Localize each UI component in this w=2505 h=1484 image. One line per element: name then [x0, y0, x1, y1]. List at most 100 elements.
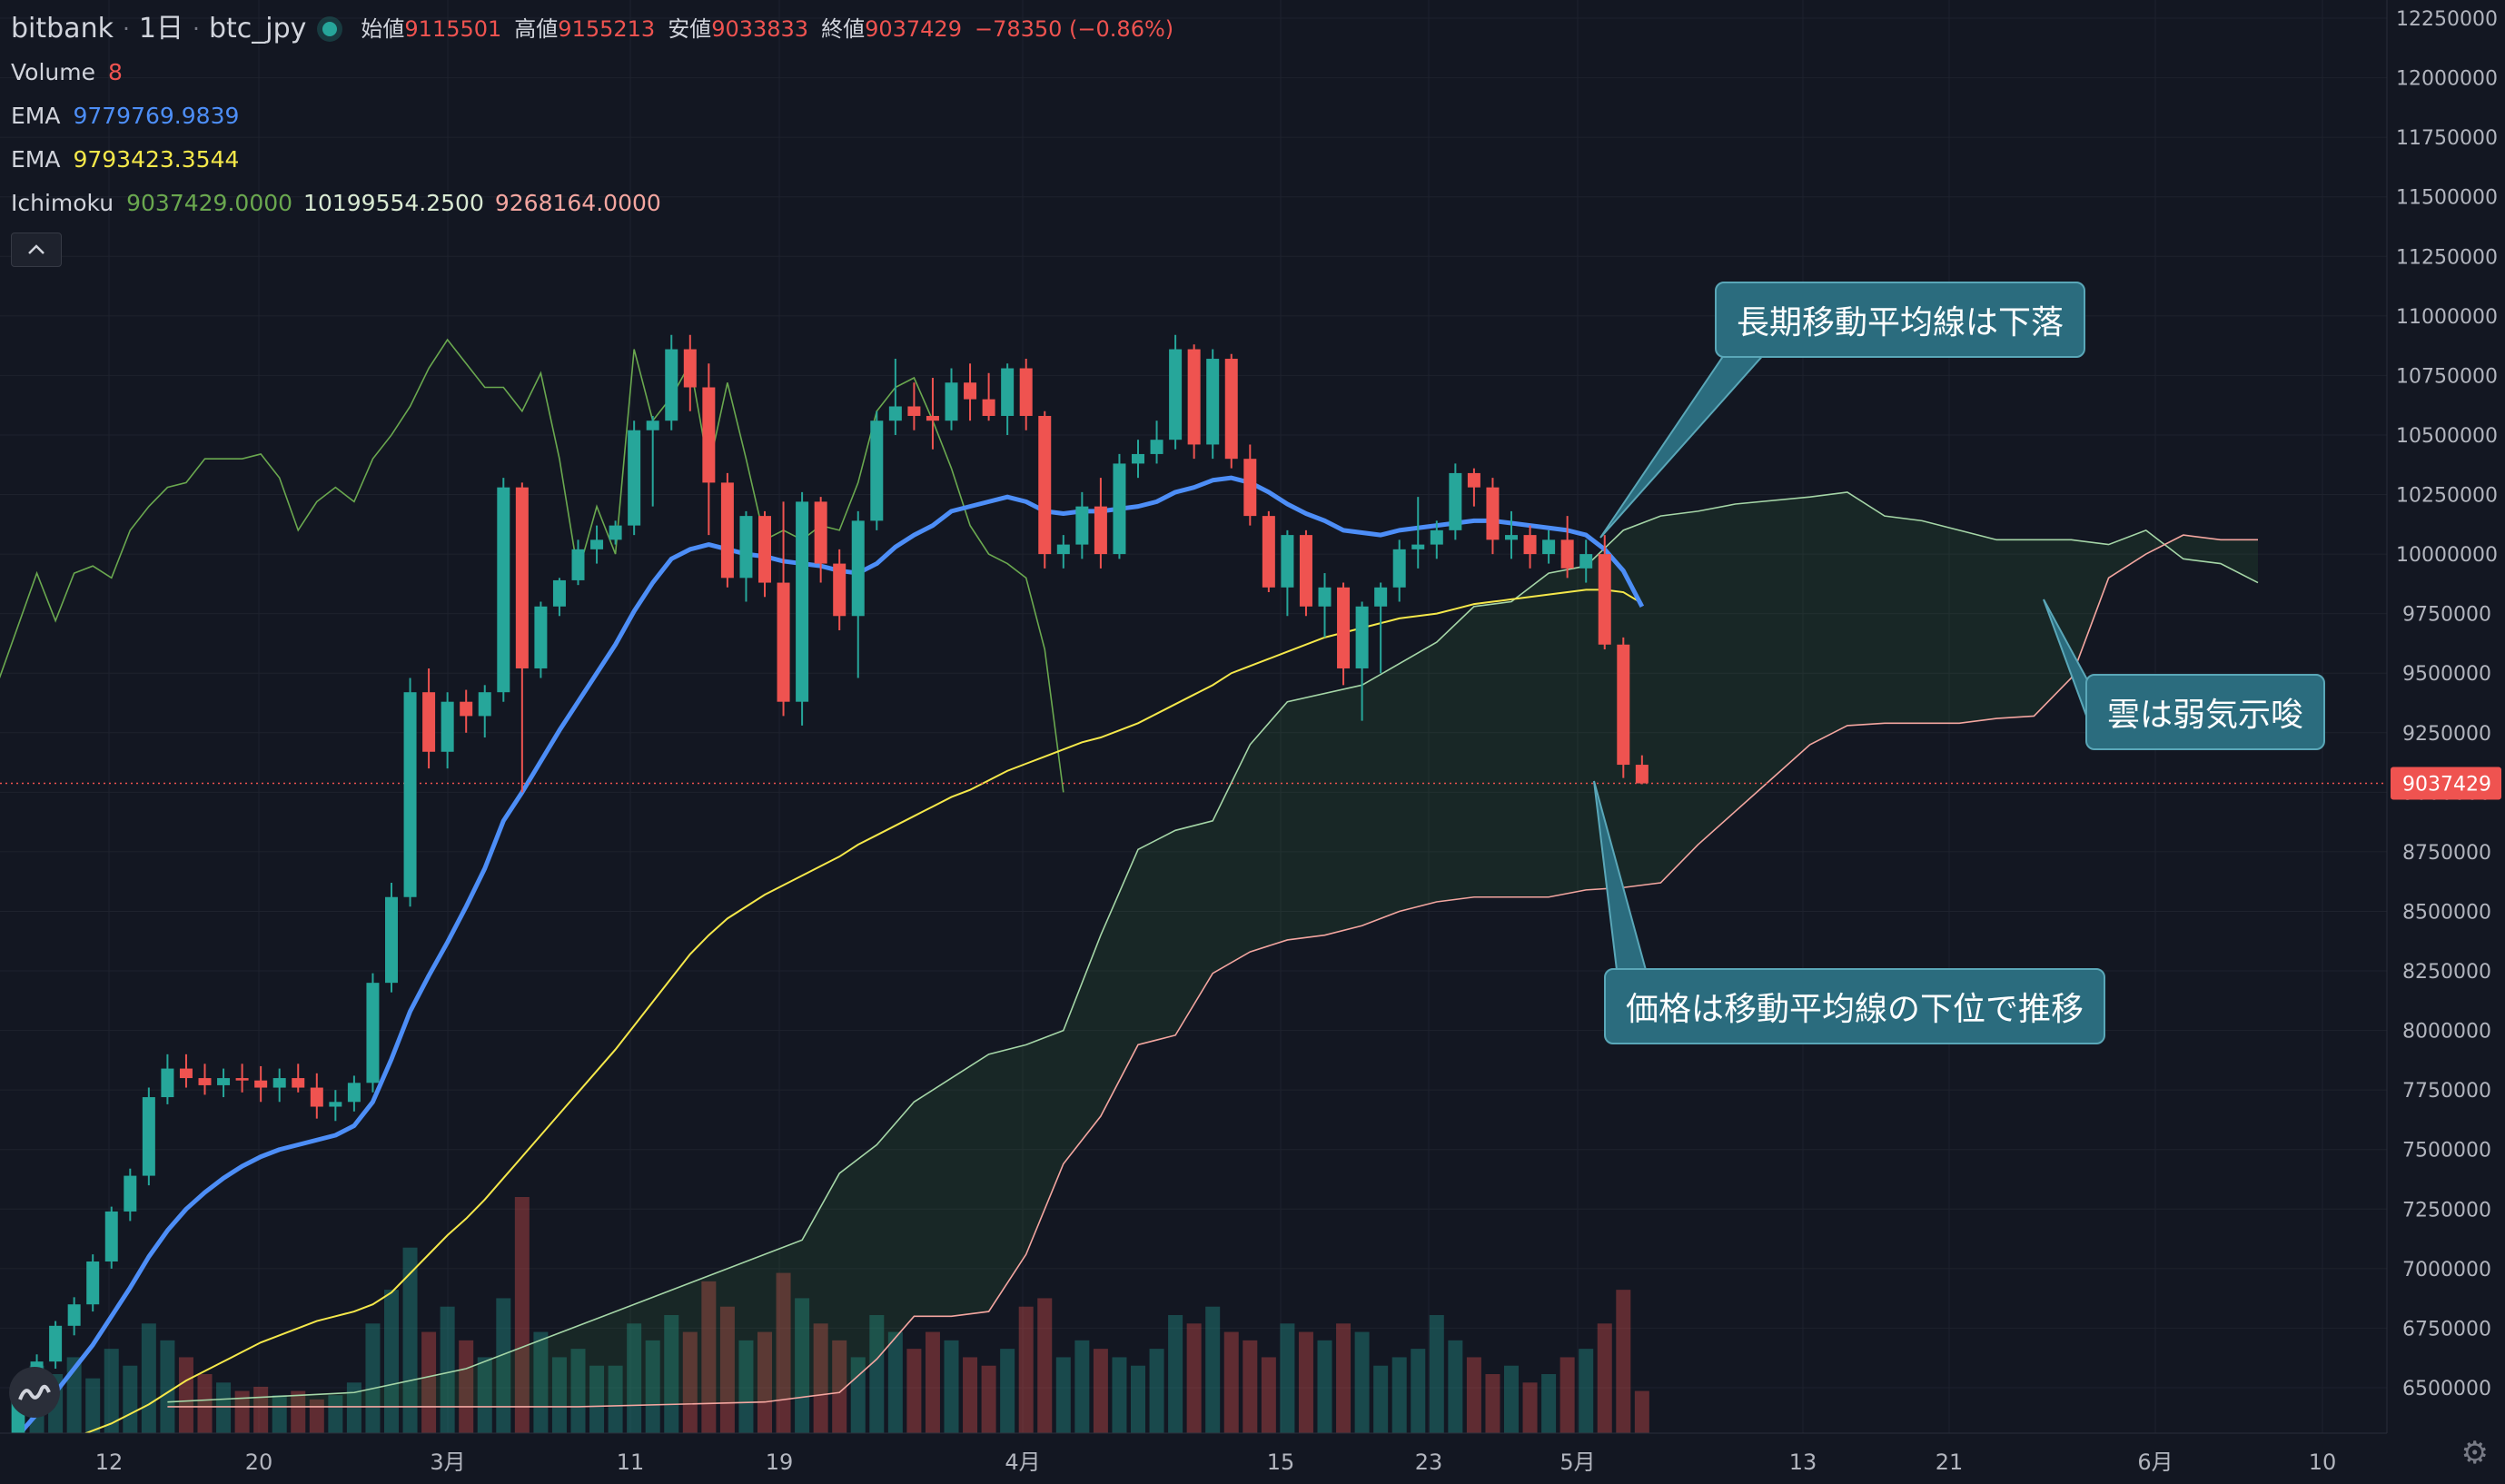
volume-bar [384, 1290, 399, 1433]
ema-fast-line [16, 475, 1645, 1438]
time-axis[interactable]: 12 20 3月 11 19 4月 15 23 5月 13 21 6月 10 [0, 1432, 2505, 1484]
chart-grid [0, 0, 2387, 1433]
separator-dot: · [122, 15, 130, 42]
volume-bar [719, 1306, 735, 1433]
ema-slow-legend[interactable]: EMA 9793423.3544 [11, 138, 1186, 182]
collapse-legend-button[interactable] [11, 232, 62, 267]
candle [1523, 535, 1537, 555]
candle [1224, 359, 1238, 460]
volume-legend[interactable]: Volume 8 [11, 51, 1186, 94]
candle [1635, 765, 1649, 784]
volume-bar [757, 1331, 772, 1433]
candle [67, 1304, 81, 1326]
candle [1374, 587, 1388, 607]
candle [1001, 368, 1015, 416]
volume-bar [608, 1365, 623, 1433]
volume-value: 8 [107, 59, 123, 85]
volume-bar [291, 1390, 306, 1433]
close-value: 9037429 [865, 16, 962, 42]
volume-bar [1391, 1357, 1407, 1433]
price-axis[interactable]: 12250000 12000000 11750000 11500000 11250000… [2386, 0, 2505, 1484]
candle [1150, 440, 1163, 454]
candle [104, 1211, 118, 1262]
volume-bar [309, 1399, 324, 1433]
low-label: 安値 [668, 16, 712, 42]
volume-bar [1373, 1365, 1389, 1433]
current-price-badge [2391, 767, 2501, 800]
candle [964, 382, 977, 400]
market-status-icon [322, 22, 338, 36]
volume-bar [1597, 1323, 1612, 1433]
volume-bar [440, 1306, 455, 1433]
ichimoku-value-2: 10199554.2500 [303, 190, 484, 216]
time-tick-label: 19 [766, 1449, 794, 1475]
volume-bar [1037, 1298, 1053, 1433]
volume-bar [178, 1357, 193, 1433]
volume-bar [944, 1340, 959, 1433]
candle [609, 525, 622, 540]
price-tick-label: 10250000 [2396, 485, 2498, 508]
open-label: 始値 [361, 16, 405, 42]
candle [982, 399, 995, 416]
volume-bar [1186, 1323, 1202, 1433]
candle [441, 701, 454, 752]
high-value: 9155213 [558, 16, 656, 42]
ichimoku-value-1: 9037429.0000 [126, 190, 293, 216]
candle [1281, 535, 1294, 588]
gear-icon[interactable]: ⚙ [2460, 1435, 2489, 1471]
exchange-label[interactable]: bitbank [11, 13, 114, 45]
volume-bar [1149, 1349, 1164, 1433]
time-tick-label: 20 [245, 1449, 273, 1475]
price-tick-label: 7750000 [2402, 1080, 2491, 1103]
time-tick-label: 21 [1936, 1449, 1964, 1475]
volume-bar [682, 1331, 698, 1433]
volume-bar [1559, 1357, 1575, 1433]
candle [329, 1102, 342, 1107]
candle [1449, 472, 1462, 530]
low-value: 9033833 [711, 16, 809, 42]
candle [870, 420, 884, 521]
symbol-label[interactable]: btc_jpy [208, 13, 307, 45]
price-tick-label: 8750000 [2402, 842, 2491, 865]
volume-bar [963, 1357, 978, 1433]
volume-bar [906, 1349, 922, 1433]
tradingview-logo[interactable] [9, 1367, 60, 1418]
price-tick-label: 6500000 [2402, 1378, 2491, 1400]
candle [851, 520, 865, 617]
interval-label[interactable]: 1日 [138, 13, 184, 45]
high-label: 高値 [514, 16, 559, 42]
volume-bar [1018, 1306, 1034, 1433]
symbol-row: bitbank · 1日 · btc_jpy 始値 9115501 高値 91552… [11, 7, 1186, 51]
candle [888, 406, 902, 421]
candle [758, 516, 771, 583]
volume-bar [1579, 1349, 1594, 1433]
candle [1560, 539, 1574, 569]
volume-bar [197, 1374, 213, 1433]
candlesticks[interactable] [12, 334, 1649, 1433]
volume-bar [551, 1357, 567, 1433]
candle [1094, 506, 1107, 555]
price-tick-label: 8000000 [2402, 1021, 2491, 1044]
price-tick-label: 8250000 [2402, 961, 2491, 984]
candle [1486, 487, 1500, 540]
candle [1411, 544, 1425, 549]
volume-bar [981, 1365, 996, 1433]
chevron-up-icon [28, 244, 45, 254]
candle [1262, 516, 1275, 588]
price-tick-label: 6750000 [2402, 1318, 2491, 1341]
price-tick-label: 11500000 [2396, 187, 2498, 210]
ema-fast-legend[interactable]: EMA 9779769.9839 [11, 94, 1186, 138]
volume-bar [1131, 1365, 1145, 1433]
candle [571, 549, 585, 580]
candle [628, 430, 641, 526]
time-tick-label: 3月 [430, 1449, 465, 1475]
candle [1169, 349, 1183, 440]
candle [739, 516, 753, 579]
candle [142, 1097, 155, 1176]
ichimoku-legend[interactable]: Ichimoku 9037429.0000 10199554.2500 9268… [11, 182, 1186, 225]
price-tick-label: 11250000 [2396, 246, 2498, 269]
candle [422, 692, 436, 752]
candle [907, 406, 921, 416]
candle [552, 579, 566, 607]
